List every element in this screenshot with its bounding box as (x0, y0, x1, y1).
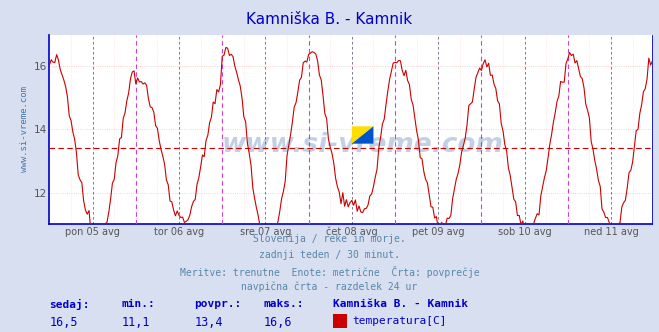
Text: povpr.:: povpr.: (194, 299, 242, 309)
Text: Kamniška B. - Kamnik: Kamniška B. - Kamnik (246, 12, 413, 27)
Text: 16,5: 16,5 (49, 316, 78, 329)
Text: maks.:: maks.: (264, 299, 304, 309)
Text: temperatura[C]: temperatura[C] (352, 316, 446, 326)
Text: Slovenija / reke in morje.: Slovenija / reke in morje. (253, 234, 406, 244)
Text: 13,4: 13,4 (194, 316, 223, 329)
Y-axis label: www.si-vreme.com: www.si-vreme.com (20, 86, 29, 173)
Text: navpična črta - razdelek 24 ur: navpična črta - razdelek 24 ur (241, 281, 418, 292)
Text: Kamniška B. - Kamnik: Kamniška B. - Kamnik (333, 299, 468, 309)
Text: zadnji teden / 30 minut.: zadnji teden / 30 minut. (259, 250, 400, 260)
Text: 11,1: 11,1 (122, 316, 150, 329)
Text: www.si-vreme.com: www.si-vreme.com (222, 131, 504, 158)
Polygon shape (352, 126, 374, 144)
Text: 16,6: 16,6 (264, 316, 292, 329)
Text: sedaj:: sedaj: (49, 299, 90, 310)
Text: min.:: min.: (122, 299, 156, 309)
Polygon shape (352, 126, 374, 144)
Text: Meritve: trenutne  Enote: metrične  Črta: povprečje: Meritve: trenutne Enote: metrične Črta: … (180, 266, 479, 278)
